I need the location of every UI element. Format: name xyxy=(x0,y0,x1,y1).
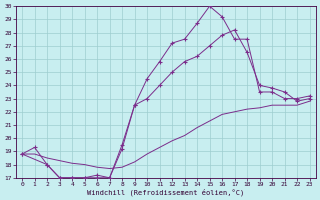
X-axis label: Windchill (Refroidissement éolien,°C): Windchill (Refroidissement éolien,°C) xyxy=(87,188,244,196)
